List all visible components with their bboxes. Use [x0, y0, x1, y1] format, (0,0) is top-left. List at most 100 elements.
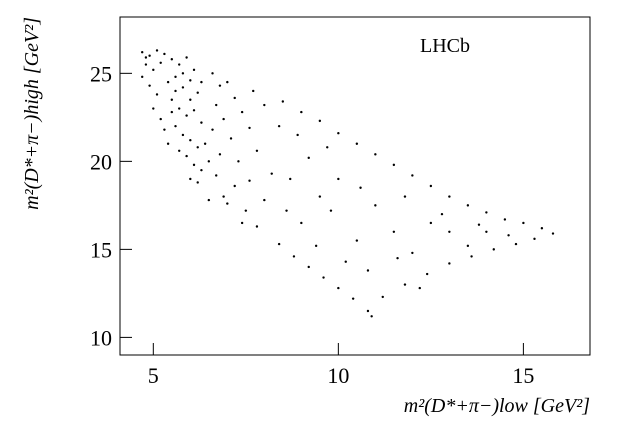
point [218, 153, 222, 156]
point [418, 286, 421, 290]
point [222, 117, 225, 121]
point [174, 89, 177, 93]
point [159, 117, 162, 121]
point [337, 131, 340, 135]
point [178, 149, 181, 152]
point [141, 75, 144, 79]
point [448, 230, 451, 233]
point [440, 212, 444, 216]
point [159, 61, 162, 64]
point [200, 80, 203, 84]
point [181, 72, 185, 75]
point [326, 146, 329, 149]
x-tick-label: 15 [512, 363, 534, 388]
point [470, 255, 473, 258]
point [503, 218, 507, 221]
point [248, 126, 251, 130]
point [492, 248, 495, 251]
point [178, 63, 181, 66]
point [263, 103, 266, 107]
point [170, 58, 174, 61]
point [540, 227, 544, 230]
point [344, 260, 347, 263]
point [141, 51, 144, 54]
point [207, 160, 211, 163]
point [200, 168, 203, 172]
point [270, 172, 273, 175]
point [277, 124, 281, 128]
point [300, 221, 303, 225]
point [374, 204, 377, 207]
point [148, 54, 151, 57]
point [514, 242, 518, 246]
point [189, 139, 192, 142]
point [485, 211, 488, 214]
point [255, 149, 259, 152]
point [174, 124, 177, 128]
point [329, 209, 333, 212]
point [425, 272, 429, 276]
point [381, 295, 384, 299]
point [226, 80, 229, 84]
point [144, 63, 148, 66]
point [189, 177, 192, 181]
point [322, 276, 325, 279]
annotation: LHCb [420, 35, 470, 57]
point [148, 84, 151, 87]
point [218, 84, 222, 87]
point [170, 110, 174, 114]
point [181, 133, 185, 137]
point [485, 230, 488, 233]
point [396, 256, 399, 260]
y-tick-label: 25 [90, 61, 112, 86]
plot-frame [119, 16, 591, 356]
point [192, 163, 196, 167]
y-tick-label: 10 [90, 325, 112, 350]
point [359, 186, 362, 189]
point [466, 244, 470, 248]
point [337, 286, 340, 290]
point [163, 128, 166, 131]
point [211, 128, 214, 131]
point [203, 142, 207, 145]
point [185, 154, 188, 158]
point [263, 198, 266, 202]
point [355, 239, 359, 242]
point [144, 56, 148, 59]
point [296, 133, 299, 137]
point [289, 177, 292, 181]
point [477, 223, 481, 226]
point [374, 153, 377, 156]
point [152, 68, 155, 72]
x-tick-label: 5 [148, 363, 159, 388]
point [222, 195, 225, 198]
point [370, 315, 373, 318]
y-tick-label: 15 [90, 237, 112, 262]
point [189, 98, 192, 101]
point [189, 79, 192, 82]
point [152, 107, 155, 110]
point [277, 242, 281, 246]
point [240, 110, 244, 114]
point [285, 209, 288, 212]
point [200, 121, 203, 124]
point [237, 160, 240, 163]
point [211, 72, 214, 75]
point [233, 96, 236, 100]
point [448, 195, 451, 198]
point [403, 283, 407, 286]
point [252, 89, 255, 93]
point [411, 174, 414, 177]
point [178, 107, 181, 110]
point [337, 177, 340, 181]
x-axis-label: m²(D*+π−)low [GeV²] [404, 395, 590, 417]
point [155, 49, 159, 52]
point [233, 184, 236, 188]
point [448, 262, 451, 265]
point [533, 237, 536, 241]
point [403, 195, 407, 198]
point [170, 98, 174, 101]
point [307, 156, 310, 160]
point [185, 114, 188, 117]
